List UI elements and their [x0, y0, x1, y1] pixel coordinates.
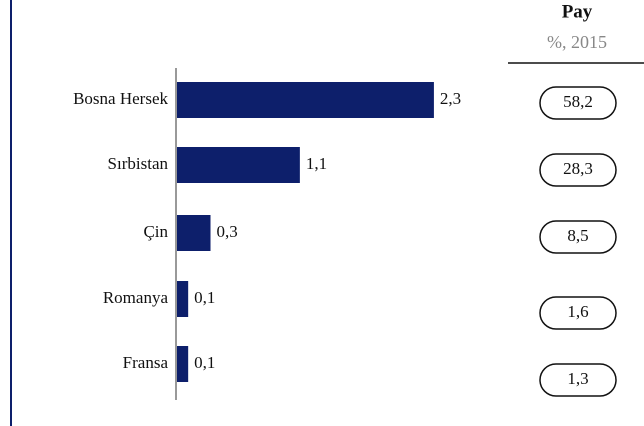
value-label: 0,1	[194, 353, 215, 372]
category-label: Romanya	[103, 288, 169, 307]
share-label: 58,2	[563, 92, 593, 111]
bar	[177, 346, 189, 382]
value-label: 1,1	[306, 154, 327, 173]
bar	[177, 147, 300, 183]
share-title: Pay	[562, 1, 593, 22]
bar	[177, 281, 189, 317]
share-pill	[539, 296, 617, 330]
value-label: 0,3	[217, 222, 238, 241]
share-pill	[539, 220, 617, 254]
share-label: 28,3	[563, 159, 593, 178]
share-pill	[539, 153, 617, 187]
category-label: Sırbistan	[108, 154, 169, 173]
share-pill	[539, 363, 617, 397]
bar	[177, 215, 211, 251]
share-label: 1,3	[567, 369, 588, 388]
category-label: Çin	[143, 222, 168, 241]
share-label: 8,5	[567, 226, 588, 245]
category-label: Fransa	[123, 353, 169, 372]
share-pill	[539, 86, 617, 120]
value-label: 0,1	[194, 288, 215, 307]
share-subtitle: %, 2015	[547, 32, 607, 52]
bar	[177, 82, 434, 118]
value-label: 2,3	[440, 89, 461, 108]
share-label: 1,6	[567, 302, 588, 321]
category-label: Bosna Hersek	[73, 89, 168, 108]
